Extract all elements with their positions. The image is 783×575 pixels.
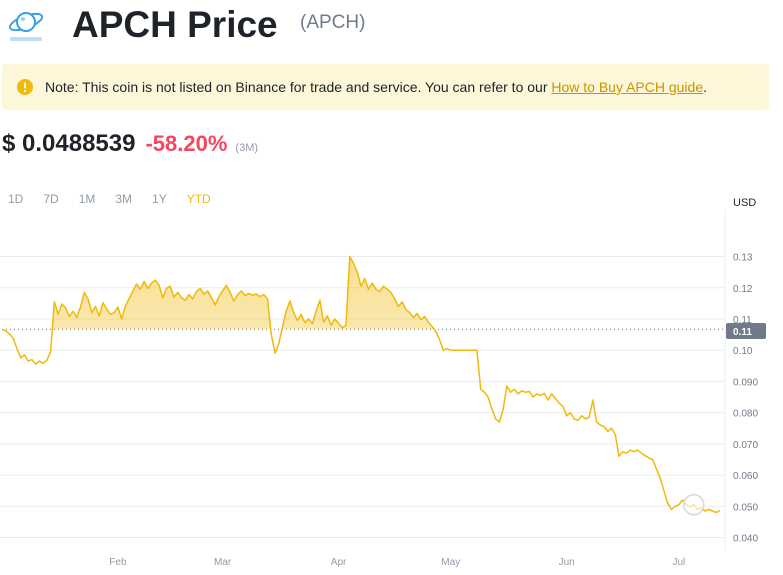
tab-1d[interactable]: 1D	[8, 192, 24, 206]
y-axis-labels: 0.13 0.12 0.11 0.10 0.090 0.080 0.070 0.060 0.05…	[733, 253, 758, 545]
price-row: $ 0.0488539 -58.20% (3M)	[2, 130, 258, 158]
x-tick-label: Mar	[214, 557, 232, 568]
grid-lines	[0, 210, 726, 550]
page-title: APCH Price	[72, 4, 278, 45]
notice-banner: Note: This coin is not listed on Binance…	[2, 64, 769, 110]
x-tick-label: Apr	[331, 557, 347, 568]
notice-text: Note: This coin is not listed on Binance…	[45, 79, 708, 95]
y-tick-label: 0.080	[733, 409, 758, 420]
price-area-fill	[52, 256, 435, 330]
y-tick-label: 0.060	[733, 471, 758, 482]
y-tick-label: 0.11	[733, 315, 752, 326]
price-chart[interactable]: 0.13 0.12 0.11 0.10 0.090 0.080 0.070 0.060 0.05…	[0, 210, 783, 575]
tab-1m[interactable]: 1M	[78, 192, 96, 206]
y-tick-label: 0.10	[733, 346, 753, 357]
price-line	[1, 255, 721, 514]
current-price-tag: 0.11	[726, 322, 766, 339]
x-tick-label: May	[441, 557, 460, 568]
y-tick-label: 0.090	[733, 377, 758, 388]
tab-7d[interactable]: 7D	[43, 192, 59, 206]
y-tick-label: 0.070	[733, 440, 758, 451]
y-tick-label: 0.12	[733, 284, 753, 295]
currency-unit: USD	[733, 197, 757, 209]
tab-1y[interactable]: 1Y	[152, 192, 167, 206]
y-tick-label: 0.050	[733, 502, 758, 513]
planet-ring-logo	[8, 12, 44, 41]
x-tick-label: Jul	[672, 557, 685, 568]
range-tabs: 1D 7D 1M 3M 1Y YTD	[8, 192, 231, 206]
x-axis-labels: Feb Mar Apr May Jun Jul	[109, 557, 685, 568]
x-tick-label: Feb	[109, 557, 127, 568]
x-tick-label: Jun	[559, 557, 575, 568]
price-change: -58.20%	[145, 131, 228, 156]
change-range: (3M)	[235, 142, 259, 154]
end-point-marker	[683, 493, 705, 516]
y-tick-label: 0.13	[733, 253, 753, 264]
exclamation-circle-icon	[17, 79, 33, 95]
current-price: $ 0.0488539	[2, 130, 136, 157]
tab-ytd[interactable]: YTD	[186, 192, 211, 206]
how-to-buy-link[interactable]: How to Buy APCH guide	[551, 79, 704, 95]
ticker-symbol: (APCH)	[300, 12, 366, 33]
y-tick-label: 0.040	[733, 534, 758, 545]
tab-3m[interactable]: 3M	[115, 192, 133, 206]
current-price-tag-label: 0.11	[733, 327, 752, 338]
